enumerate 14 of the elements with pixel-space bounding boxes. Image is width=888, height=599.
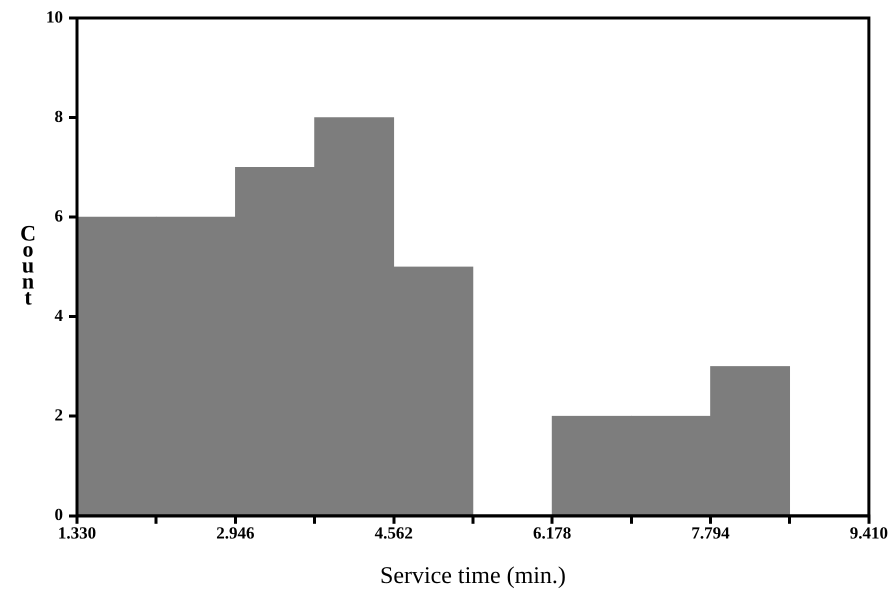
y-tick-label: 8: [54, 106, 63, 126]
x-tick-label: 7.794: [691, 523, 730, 542]
y-tick-label: 6: [54, 206, 63, 226]
x-tick-label: 6.178: [533, 523, 572, 542]
y-tick-label: 2: [54, 406, 63, 425]
y-tick-label: 0: [54, 505, 63, 524]
y-tick-label: 4: [54, 306, 64, 326]
x-tick-label: 1.330: [58, 523, 96, 542]
x-axis-title: Service time (min.): [380, 562, 566, 589]
y-tick-label: 10: [46, 7, 63, 26]
x-tick-label: 2.946: [216, 523, 254, 542]
x-tick-label: 9.410: [850, 523, 888, 542]
x-tick-label: 4.562: [374, 523, 413, 542]
y-axis-title: Count: [20, 220, 36, 310]
